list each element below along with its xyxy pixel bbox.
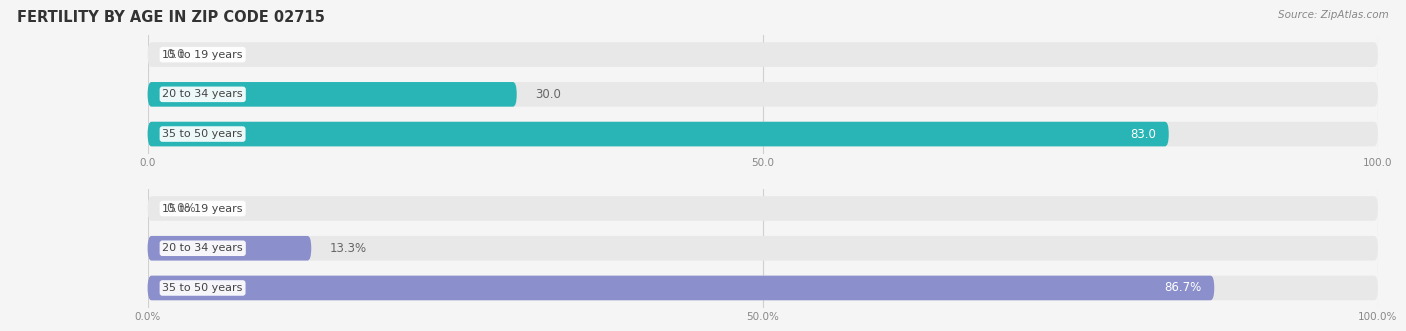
Text: 86.7%: 86.7% [1164,281,1202,295]
FancyBboxPatch shape [148,276,1378,300]
FancyBboxPatch shape [148,122,1378,146]
Text: 15 to 19 years: 15 to 19 years [163,50,243,60]
FancyBboxPatch shape [148,82,1378,107]
FancyBboxPatch shape [148,276,1215,300]
Text: 35 to 50 years: 35 to 50 years [163,283,243,293]
Text: 0.0%: 0.0% [166,202,195,215]
Text: FERTILITY BY AGE IN ZIP CODE 02715: FERTILITY BY AGE IN ZIP CODE 02715 [17,10,325,25]
FancyBboxPatch shape [148,122,1168,146]
FancyBboxPatch shape [148,42,1378,67]
Text: 30.0: 30.0 [536,88,561,101]
Text: 83.0: 83.0 [1130,127,1156,141]
Text: 0.0: 0.0 [166,48,184,61]
FancyBboxPatch shape [148,196,1378,221]
Text: 20 to 34 years: 20 to 34 years [163,89,243,99]
Text: Source: ZipAtlas.com: Source: ZipAtlas.com [1278,10,1389,20]
Text: 15 to 19 years: 15 to 19 years [163,204,243,213]
Text: 13.3%: 13.3% [329,242,367,255]
Text: 20 to 34 years: 20 to 34 years [163,243,243,253]
FancyBboxPatch shape [148,82,517,107]
Text: 35 to 50 years: 35 to 50 years [163,129,243,139]
FancyBboxPatch shape [148,236,1378,260]
FancyBboxPatch shape [148,236,311,260]
